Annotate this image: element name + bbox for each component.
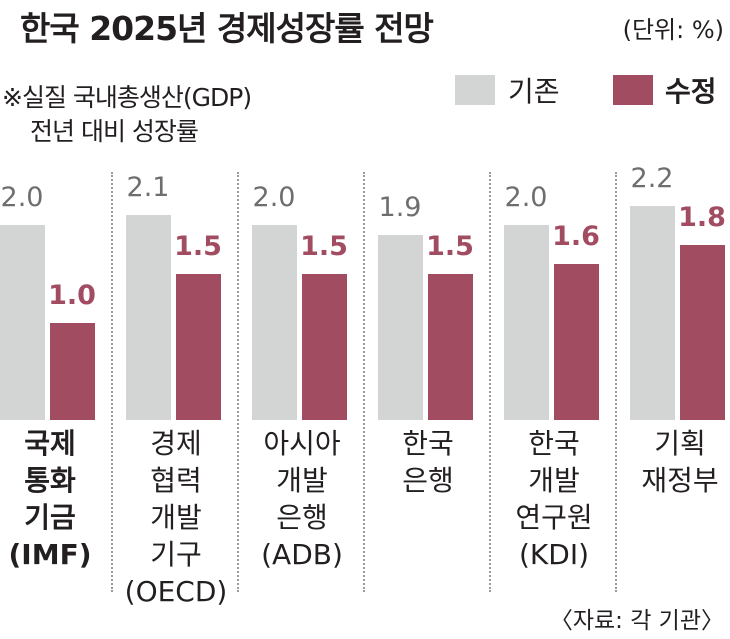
category-label-line: (KDI): [518, 538, 590, 571]
value-label-base: 2.2: [630, 162, 674, 194]
bar-revised: [428, 273, 473, 420]
category-label-line: 기구: [150, 538, 202, 571]
category-label-line: 한국: [528, 427, 580, 460]
unit-label: (단위: %): [622, 16, 724, 44]
value-label-revised: 1.5: [174, 230, 222, 262]
category-label-line: 기금: [24, 501, 76, 534]
category-label-line: (IMF): [8, 538, 92, 571]
chart-title: 한국 2025년 경제성장률 전망: [20, 9, 434, 48]
note-line-2: 전년 대비 성장률: [30, 117, 199, 146]
legend-swatch-base: [455, 75, 495, 105]
category-label-line: 은행: [276, 501, 328, 534]
category-label-line: (OECD): [124, 575, 228, 608]
category-label-line: 아시아: [263, 427, 341, 460]
value-label-base: 2.0: [504, 182, 548, 213]
group-divider: [615, 172, 617, 592]
legend-label-revised: 수정: [665, 75, 717, 108]
bar-revised: [680, 244, 725, 420]
legend-label-base: 기존: [508, 75, 560, 108]
category-label-line: 기획: [654, 427, 706, 460]
category-label-line: 국제: [24, 427, 76, 460]
bar-base: [630, 205, 675, 420]
group-divider: [237, 172, 239, 592]
bar-base: [504, 225, 549, 420]
value-label-base: 2.0: [0, 182, 44, 213]
category-label-line: 개발: [528, 464, 580, 497]
category-label-line: 개발: [150, 501, 202, 534]
note-line-1: ※실질 국내총생산(GDP): [2, 83, 252, 112]
group-divider: [363, 172, 365, 592]
group-divider: [111, 172, 113, 592]
category-label-line: (ADB): [261, 538, 343, 571]
legend-swatch-revised: [613, 75, 653, 105]
value-label-revised: 1.6: [552, 221, 600, 252]
category-label-line: 은행: [402, 464, 454, 497]
category-label-line: 협력: [150, 464, 202, 497]
group-divider: [489, 172, 491, 592]
value-label-base: 1.9: [378, 191, 422, 223]
bar-base: [378, 234, 423, 420]
bar-revised: [554, 264, 599, 420]
value-label-base: 2.0: [252, 182, 296, 213]
bar-base: [0, 225, 45, 420]
category-label-line: 개발: [276, 464, 328, 497]
bar-revised: [302, 273, 347, 420]
bar-base: [126, 215, 171, 420]
category-label-line: 한국: [402, 427, 454, 460]
category-label-line: 경제: [150, 427, 202, 460]
bar-revised: [50, 322, 95, 420]
value-label-base: 2.1: [126, 172, 170, 204]
bar-revised: [176, 273, 221, 420]
source-label: 〈자료: 각 기관〉: [549, 608, 724, 634]
value-label-revised: 1.0: [48, 279, 96, 311]
category-label-line: 재정부: [641, 464, 719, 497]
category-label-line: 통화: [24, 464, 76, 497]
value-label-revised: 1.5: [426, 230, 474, 262]
value-label-revised: 1.8: [678, 201, 726, 233]
category-label-line: 연구원: [515, 501, 593, 534]
bar-base: [252, 225, 297, 420]
value-label-revised: 1.5: [300, 230, 348, 262]
